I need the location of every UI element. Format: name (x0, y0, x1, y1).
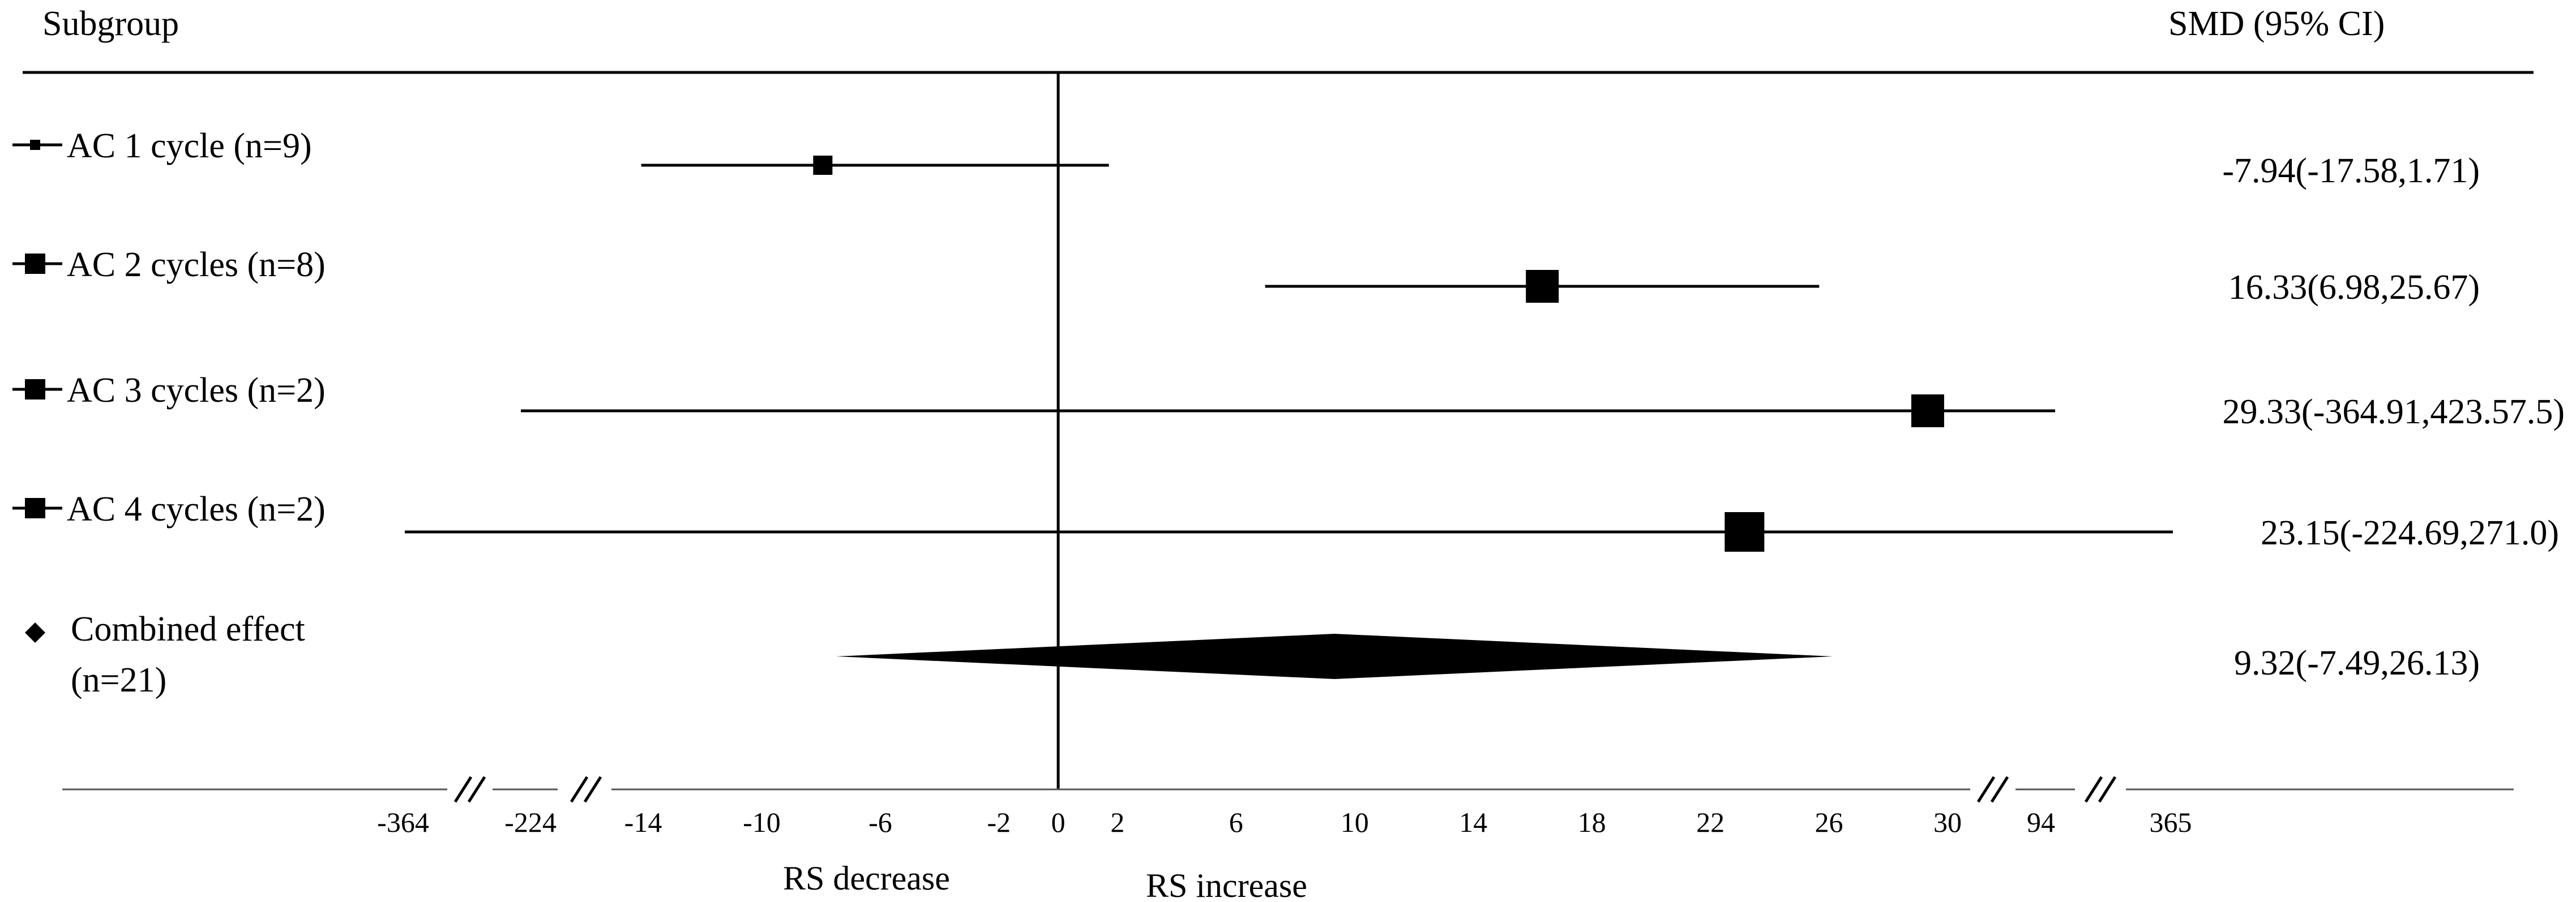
axis-break-mark (1976, 776, 1996, 803)
row-label: AC 1 cycle (n=9) (67, 127, 312, 165)
ci-text: 16.33(6.98,25.67) (2228, 268, 2480, 307)
point-estimate (1526, 270, 1559, 303)
forest-row: AC 2 cycles (n=8) 16.33(6.98,25.67) (12, 246, 2480, 307)
axis-break-mark (2098, 776, 2117, 803)
combined-label: Combined effect (71, 610, 305, 648)
x-tick-label: 26 (1815, 806, 1843, 838)
direction-label-left: RS decrease (783, 860, 950, 897)
axis-break-mark (2084, 776, 2103, 803)
axis-break-mark (570, 776, 589, 803)
axis-break-mark (453, 776, 473, 803)
x-tick-label: 30 (1933, 806, 1962, 838)
x-tick-label: 10 (1341, 806, 1369, 838)
x-axis: -364 -224 -14 -10 -6 -2 0 2 6 10 14 18 22 26 30 94 365 (62, 776, 2514, 838)
combined-label-n: (n=21) (71, 661, 166, 699)
x-tick-label: -364 (377, 806, 429, 838)
x-tick-label: -10 (743, 806, 781, 838)
forest-row: AC 4 cycles (n=2) 23.15(-224.69,271.0) (12, 490, 2559, 552)
point-estimate (1725, 512, 1765, 552)
forest-row: AC 1 cycle (n=9) -7.94(-17.58,1.71) (12, 127, 2480, 190)
x-tick-label: 2 (1110, 806, 1124, 838)
row-legend-square (25, 498, 45, 518)
x-tick-label: 14 (1459, 806, 1487, 838)
x-tick-label: -224 (504, 806, 557, 838)
row-label: AC 4 cycles (n=2) (67, 490, 326, 529)
point-estimate (813, 156, 833, 175)
forest-row: AC 3 cycles (n=2) 29.33(-364.91,423.57.5) (12, 371, 2565, 431)
row-legend-square (30, 140, 40, 150)
combined-diamond (836, 634, 1833, 679)
x-tick-label: 0 (1051, 806, 1066, 838)
row-label: AC 3 cycles (n=2) (67, 371, 326, 410)
x-tick-label: 18 (1578, 806, 1606, 838)
x-tick-label: 6 (1229, 806, 1243, 838)
x-tick-label: 94 (2027, 806, 2055, 838)
direction-label-right: RS increase (1146, 867, 1307, 902)
header-subgroup: Subgroup (42, 5, 179, 43)
x-tick-label: -6 (868, 806, 892, 838)
ci-text: 29.33(-364.91,423.57.5) (2223, 393, 2565, 431)
row-legend-square (25, 379, 45, 400)
header-smd-ci: SMD (95% CI) (2168, 5, 2385, 43)
row-legend-square (25, 254, 45, 274)
combined-row: Combined effect (n=21) 9.32(-7.49,26.13) (25, 610, 2480, 699)
combined-legend-diamond (25, 622, 45, 643)
axis-break-mark (583, 776, 602, 803)
ci-text: -7.94(-17.58,1.71) (2222, 152, 2480, 190)
x-tick-label: -14 (624, 806, 662, 838)
x-tick-label: -2 (987, 806, 1011, 838)
row-label: AC 2 cycles (n=8) (67, 246, 326, 284)
axis-break-mark (467, 776, 486, 803)
x-tick-label: 365 (2150, 806, 2192, 838)
study-rows: AC 1 cycle (n=9) -7.94(-17.58,1.71) AC 2 c… (12, 127, 2565, 699)
axis-break-mark (1990, 776, 2009, 803)
combined-ci-text: 9.32(-7.49,26.13) (2234, 644, 2480, 682)
ci-text: 23.15(-224.69,271.0) (2261, 514, 2559, 552)
point-estimate (1911, 394, 1944, 427)
x-tick-label: 22 (1696, 806, 1725, 838)
